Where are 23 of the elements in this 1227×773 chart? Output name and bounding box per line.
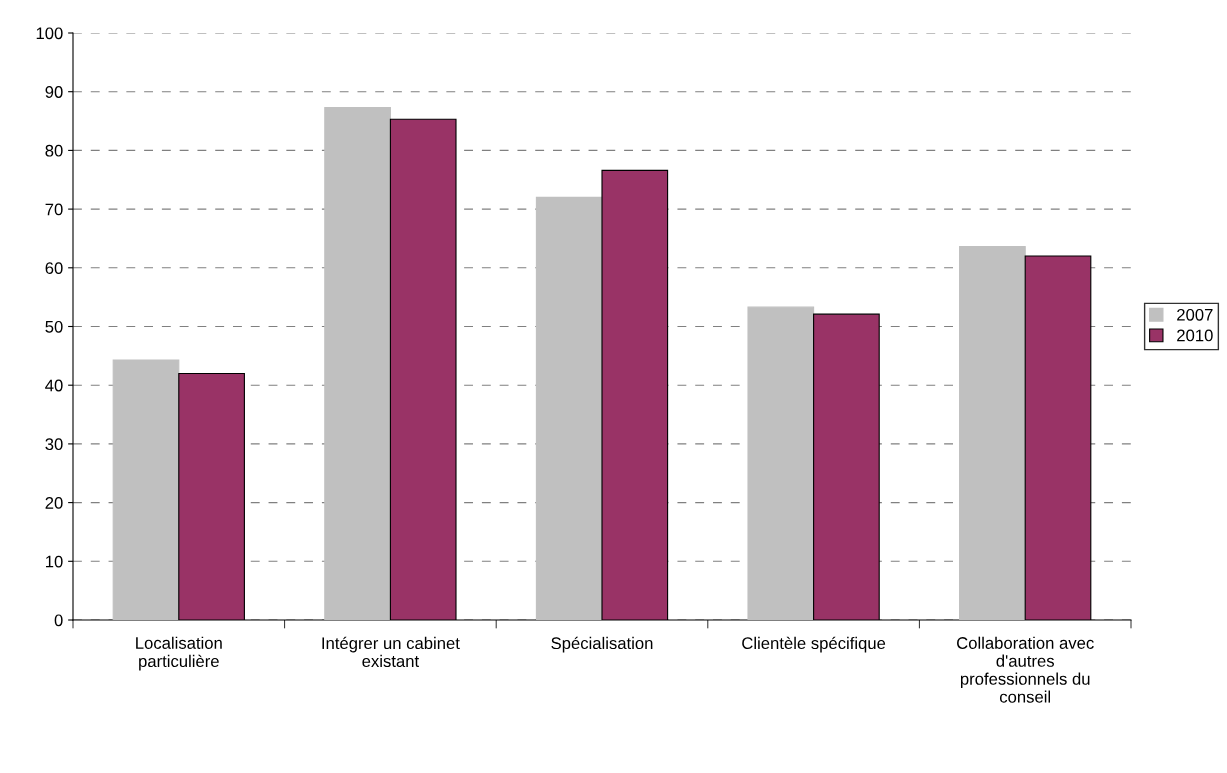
bar xyxy=(747,306,815,620)
y-tick-label: 90 xyxy=(45,86,63,98)
y-tick-label: 40 xyxy=(45,379,63,392)
y-tick-label: 50 xyxy=(45,320,63,333)
y-tick-label: 60 xyxy=(45,262,63,274)
y-tick-label: 100 xyxy=(36,27,63,40)
x-tick-label: Intégrer un cabinet existant xyxy=(322,636,460,668)
y-tick-label: 10 xyxy=(46,555,63,568)
legend-label: 2010 xyxy=(1177,329,1213,342)
x-tick-label: Localisation particulière xyxy=(136,636,222,671)
bar xyxy=(535,196,603,620)
legend-label: 2007 xyxy=(1177,308,1213,321)
y-tick-label: 30 xyxy=(45,438,63,451)
bar xyxy=(959,246,1026,620)
x-tick-label: Spécialisation xyxy=(551,636,653,653)
bar xyxy=(112,359,180,620)
y-tick-label: 80 xyxy=(45,144,63,157)
y-tick-label: 20 xyxy=(45,497,63,509)
x-tick-label: Collaboration avec d'autres professionnels du conseil xyxy=(957,636,1094,703)
y-tick-label: 0 xyxy=(54,614,63,627)
y-tick-label: 70 xyxy=(45,203,63,216)
x-tick-label: Clientèle spécifique xyxy=(742,636,886,653)
bar xyxy=(324,106,391,620)
